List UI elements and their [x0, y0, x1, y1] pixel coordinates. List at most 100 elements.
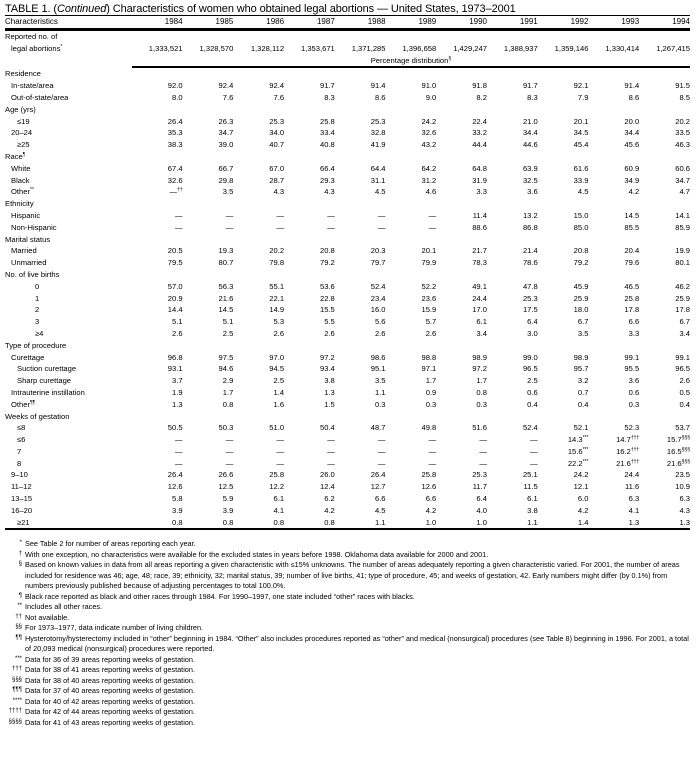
footnote-text: Data for 41 of 43 areas reporting weeks … — [25, 717, 195, 727]
table-row: 20–24 35.3 34.7 34.0 33.4 32.8 32.6 33.2 34.4 34.… — [5, 127, 690, 139]
footnote-marker: *** — [14, 655, 22, 662]
table-row: ≤6 — — — — — — — — 14.3*** 14.7††† 15.7§§§ — [5, 434, 690, 446]
reported-row: Reported no. of — [5, 30, 690, 43]
table-cell: 13.2 — [522, 210, 538, 220]
table-cell: 5.8 — [172, 494, 183, 504]
table-cell: 96.5 — [675, 364, 690, 374]
table-cell: 0.3 — [476, 399, 487, 409]
footnote: **** Data for 40 of 42 areas reporting we… — [5, 697, 690, 708]
footnote-marker: §§§§ — [8, 718, 22, 725]
row-label: legal abortions* — [11, 43, 63, 53]
table-cell: 61.6 — [573, 163, 589, 173]
table-cell: 79.6 — [624, 258, 640, 268]
table-row: Other** —†† 3.5 4.3 4.3 4.5 4.6 3.3 3.6 4.5 4.2 4.7 — [5, 186, 690, 198]
table-cell: 15.0 — [573, 210, 589, 220]
table-cell: 94.6 — [218, 364, 234, 374]
table-cell: 34.0 — [269, 128, 285, 138]
row-label: 3 — [35, 317, 40, 327]
table-cell — [284, 234, 335, 246]
table-cell: 6.6 — [628, 317, 640, 327]
table-cell: 7.6 — [273, 92, 285, 102]
table-cell — [639, 104, 690, 116]
table-cell: 22.8 — [320, 293, 335, 303]
table-cell: — — [174, 446, 183, 456]
table-cell: 15.5 — [320, 305, 335, 315]
table-cell: 2.6 — [172, 328, 183, 338]
reported-count: 1,267,415 — [656, 43, 690, 53]
table-cell: 63.9 — [522, 163, 538, 173]
table-row: In-state/area 92.0 92.4 92.4 91.7 91.4 91.0 91.… — [5, 80, 690, 92]
section-header: No. of live births — [5, 269, 690, 281]
table-cell — [335, 67, 386, 80]
table-cell: 26.4 — [167, 470, 183, 480]
row-label: 8 — [17, 458, 22, 468]
table-cell: 64.4 — [370, 163, 386, 173]
table-cell — [284, 104, 335, 116]
table-cell — [386, 234, 437, 246]
table-cell — [588, 340, 639, 352]
table-cell: 8.2 — [476, 92, 487, 102]
table-cell: 4.5 — [374, 187, 386, 197]
table-cell — [233, 411, 284, 423]
table-cell: 24.4 — [624, 470, 640, 480]
table-cell — [588, 104, 639, 116]
table-cell — [588, 67, 639, 80]
table-cell: 80.1 — [675, 258, 690, 268]
footnote: ††† Data for 38 of 41 areas reporting wee… — [5, 665, 690, 676]
table-cell: 2.6 — [324, 328, 335, 338]
row-label: 9–10 — [11, 470, 28, 480]
reported-count: 1,371,285 — [351, 43, 386, 53]
table-cell: 0.3 — [374, 399, 386, 409]
table-cell — [436, 67, 487, 80]
column-header-year: 1986 — [233, 15, 285, 31]
table-cell: 5.5 — [324, 317, 335, 327]
table-cell: — — [327, 210, 335, 220]
footnote-text: Includes all other races. — [25, 602, 103, 611]
table-cell — [436, 411, 487, 423]
table-cell — [335, 234, 386, 246]
table-cell: 0.9 — [425, 387, 437, 397]
table-cell: 20.4 — [624, 246, 640, 256]
row-label: Marital status — [5, 234, 51, 244]
table-cell: 34.7 — [675, 175, 690, 185]
table-cell: 44.6 — [522, 140, 538, 150]
table-cell: 12.6 — [167, 482, 183, 492]
footnote-marker: §§ — [15, 624, 22, 630]
table-cell — [284, 198, 335, 210]
row-label: 13–15 — [11, 494, 33, 504]
table-cell — [588, 151, 639, 163]
table-cell: 0.7 — [577, 387, 589, 397]
table-cell: 5.1 — [172, 317, 183, 327]
table-cell: 14.4 — [167, 305, 183, 315]
footnote: †† Not available. — [5, 613, 690, 624]
table-cell: 52.4 — [370, 281, 386, 291]
table-cell: — — [327, 435, 335, 445]
table-cell — [436, 269, 487, 281]
table-cell: 25.1 — [522, 470, 538, 480]
table-cell: 80.7 — [218, 258, 234, 268]
table-cell: 29.3 — [320, 175, 335, 185]
footnote-marker: ¶¶ — [15, 634, 22, 641]
footnote-marker: ††† — [630, 446, 640, 453]
table-cell: 60.6 — [675, 163, 690, 173]
table-cell — [386, 269, 437, 281]
table-row: Non-Hispanic — — — — — — 88.6 86.8 85.0 85.5 85.9 — [5, 222, 690, 234]
table-cell: 17.0 — [472, 305, 487, 315]
table-cell: 0.4 — [577, 399, 589, 409]
table-cell — [436, 340, 487, 352]
table-cell: 1.0 — [385, 516, 437, 531]
column-header-year: 1993 — [588, 15, 640, 31]
table-cell: 94.5 — [269, 364, 285, 374]
table-cell — [335, 104, 386, 116]
table-cell — [284, 67, 335, 80]
table-cell: 2.9 — [222, 376, 234, 386]
footnote-marker: §§§ — [681, 446, 690, 453]
column-header-year: 1988 — [334, 15, 386, 31]
table-cell: 0.6 — [628, 387, 640, 397]
table-cell: 85.0 — [573, 222, 589, 232]
table-cell: 67.0 — [269, 163, 285, 173]
table-cell: 79.2 — [573, 258, 589, 268]
table-cell: 12.1 — [573, 482, 589, 492]
table-cell: — — [377, 222, 386, 232]
section-header: Marital status — [5, 234, 690, 246]
